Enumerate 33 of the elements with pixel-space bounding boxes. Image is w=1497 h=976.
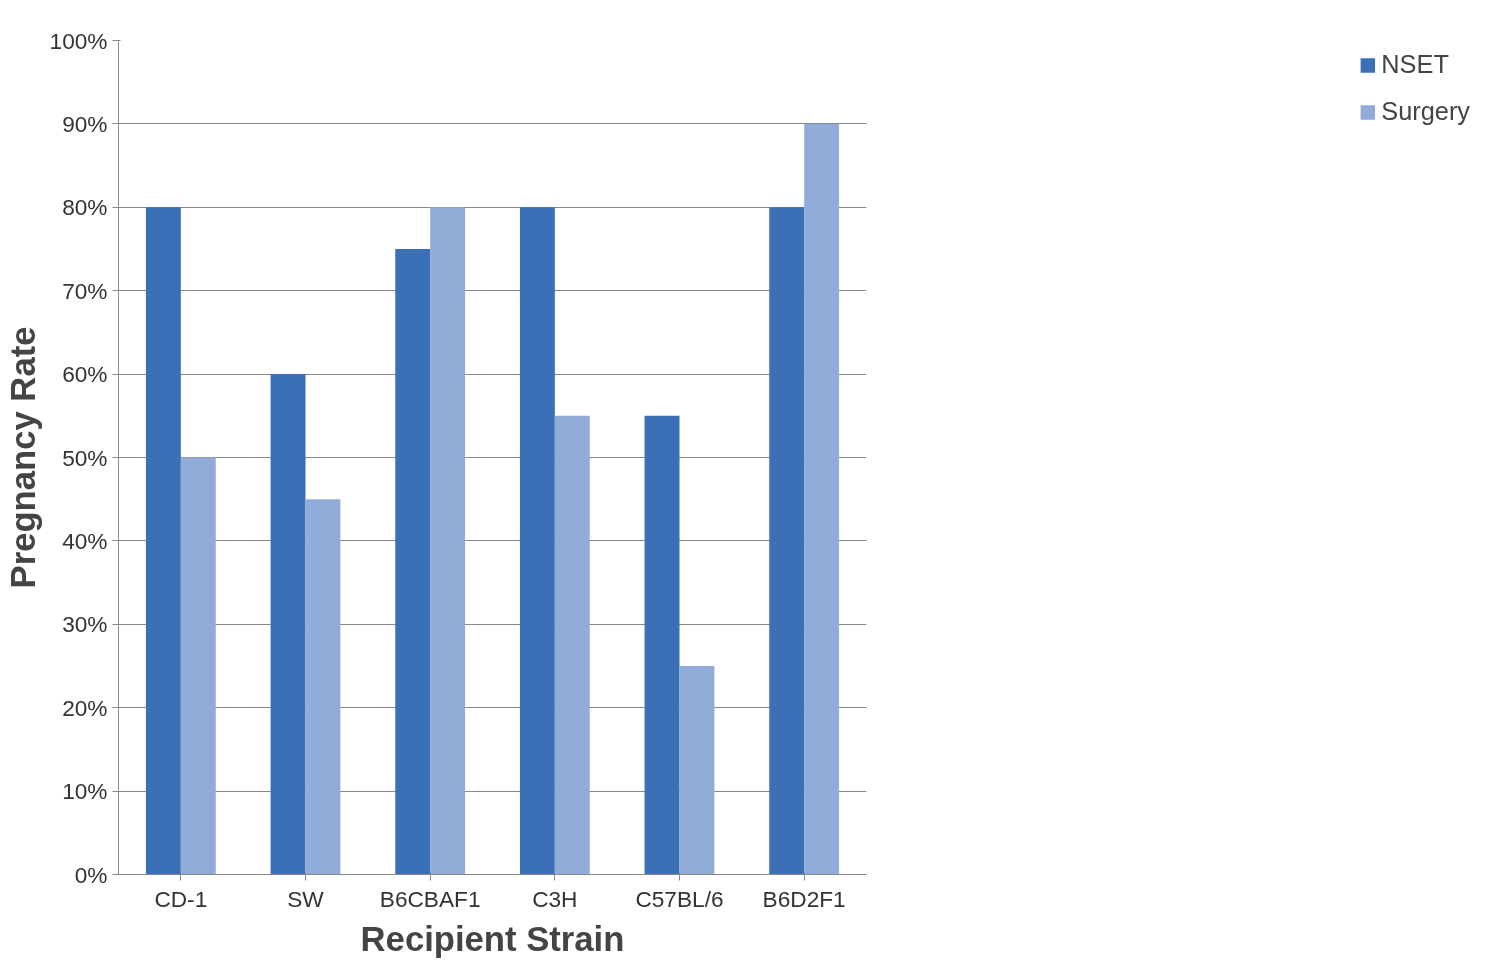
y-axis-title: Pregnancy Rate [3,326,42,589]
x-axis-title: Recipient Strain [360,919,625,958]
y-tick-label: 10% [62,778,108,805]
bar [769,207,805,875]
y-tick-label: 80% [62,194,108,221]
bar [305,499,341,875]
bar [430,207,466,875]
y-tick-label: 90% [62,110,108,137]
y-tick-label: 0% [74,861,108,888]
x-tick-label: C3H [532,885,578,912]
legend-label: NSET [1381,50,1449,79]
y-tick-label: 40% [62,527,108,554]
x-tick-label: CD-1 [154,885,208,912]
y-tick-label: 20% [62,694,108,721]
x-tick-label: C57BL/6 [635,885,724,912]
y-tick-label: 60% [62,361,108,388]
x-tick-label: SW [287,885,325,912]
y-tick-label: 50% [62,444,108,471]
bar [395,249,431,875]
bar [644,415,680,875]
y-tick-label: 100% [49,27,108,54]
x-tick-label: B6CBAF1 [379,885,481,912]
bar [145,207,181,875]
y-tick-label: 70% [62,277,108,304]
x-tick-label: B6D2F1 [762,885,846,912]
bar [270,374,306,875]
bar [804,123,840,875]
bar [679,666,715,875]
legend-label: Surgery [1381,97,1470,126]
y-tick-label: 30% [62,611,108,638]
bar [519,207,555,875]
bar [180,457,216,875]
bar [554,415,590,875]
